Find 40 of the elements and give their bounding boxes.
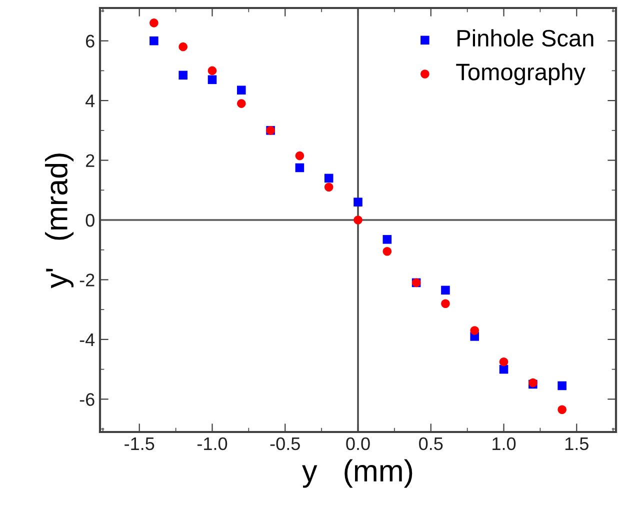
point (237, 86, 246, 95)
point (150, 36, 158, 46)
point (208, 66, 217, 76)
point (324, 174, 334, 183)
point (558, 405, 566, 414)
point (324, 182, 334, 192)
legend-label: Pinhole Scan (458, 29, 594, 47)
point (382, 246, 392, 256)
y-tick-label: -2 (80, 274, 94, 286)
point (354, 216, 362, 224)
x-tick-label: 1.0 (492, 437, 516, 450)
x-tick-label: -1.0 (197, 437, 228, 450)
point (354, 198, 362, 206)
x-tick-label: 1.5 (565, 438, 588, 450)
y-axis-title: y' (mrad) (45, 154, 74, 288)
y-tick-label: -6 (80, 393, 94, 406)
x-axis-title: y (mm) (302, 459, 412, 488)
point (178, 42, 188, 52)
point (470, 326, 479, 335)
y-tick-label: 0 (86, 214, 94, 227)
y-tick-label: 4 (86, 94, 95, 108)
x-tick-label: -0.5 (270, 437, 300, 450)
y-tick-label: -4 (80, 334, 95, 346)
point (237, 99, 246, 108)
point (382, 235, 392, 244)
point (295, 151, 304, 160)
y-tick-label: 2 (86, 154, 94, 167)
point (295, 163, 304, 172)
x-tick-label: 0.5 (419, 437, 443, 450)
point (441, 299, 450, 308)
legend-label: Tomography (456, 63, 586, 86)
x-tick-label: -1.5 (124, 438, 154, 450)
x-tick-label: 0.0 (346, 437, 370, 450)
point (441, 286, 450, 295)
point (150, 18, 158, 28)
point (499, 357, 508, 366)
y-tick-label: 6 (86, 34, 94, 48)
point (178, 70, 188, 80)
point (558, 381, 566, 390)
point (208, 75, 217, 84)
